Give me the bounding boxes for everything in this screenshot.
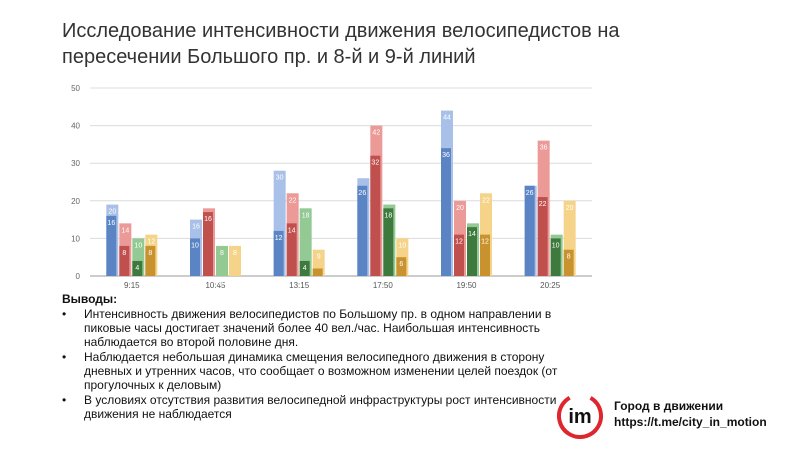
bar-back-label: 12 <box>147 239 155 246</box>
x-tick-label: 10:45 <box>205 281 226 290</box>
bar-front <box>480 234 490 276</box>
bar-front-label: 12 <box>275 235 283 242</box>
bar-front-label: 8 <box>567 254 571 261</box>
bar-front <box>132 260 143 276</box>
bar-front-label: 18 <box>384 212 392 219</box>
bar-front-label: 12 <box>455 239 463 246</box>
bar-back-label: 36 <box>540 145 548 152</box>
bar-front <box>396 257 407 276</box>
x-tick-label: 13:15 <box>289 281 310 290</box>
logo-text: im <box>568 406 591 428</box>
bar-front <box>537 197 548 276</box>
brand-link[interactable]: https://t.me/city_in_motion <box>614 415 767 429</box>
bar-front-label: 8 <box>122 250 126 257</box>
bar-front-label: 26 <box>358 190 366 197</box>
title-line-2: пересечении Большого пр. и 8-й и 9-й лин… <box>62 46 476 68</box>
bar-front-label: 0 <box>232 280 236 287</box>
y-tick-label: 30 <box>71 159 80 168</box>
bar-front <box>467 227 477 276</box>
conclusion-item-2: Наблюдается небольшая динамика смещения … <box>62 350 562 392</box>
x-tick-label: 19:50 <box>456 281 477 290</box>
bar-front <box>190 238 200 276</box>
bar-front <box>203 212 213 276</box>
conclusions-block: Выводы: Интенсивность движения велосипед… <box>62 292 562 422</box>
bar-front <box>273 230 284 276</box>
bar-back-label: 20 <box>108 209 116 216</box>
title-line-1: Исследование интенсивности движения вело… <box>62 20 620 42</box>
bar-front-label: 22 <box>539 201 547 208</box>
bar-back-label: 18 <box>302 212 310 219</box>
bar-front <box>299 260 310 276</box>
conclusions-heading: Выводы: <box>62 292 118 306</box>
brand-caption: Город в движении https://t.me/city_in_mo… <box>614 398 767 430</box>
bar-front-label: 36 <box>442 152 450 159</box>
bar-back-label: 20 <box>566 205 574 212</box>
bar-back-label: 42 <box>372 130 380 137</box>
bar-front-label: 8 <box>148 250 152 257</box>
bar-back <box>216 245 228 276</box>
bar-front <box>550 238 561 276</box>
y-tick-label: 50 <box>71 84 80 93</box>
brand-name: Город в движении <box>614 399 724 413</box>
y-tick-label: 40 <box>71 122 80 131</box>
bar-back <box>299 208 312 276</box>
page-title: Исследование интенсивности движения вело… <box>62 18 702 70</box>
bar-front <box>370 155 381 276</box>
bar-front-label: 6 <box>399 261 403 268</box>
bar-back <box>229 245 241 276</box>
bar-back-label: 20 <box>456 205 464 212</box>
conclusions-list: Интенсивность движения велосипедистов по… <box>62 307 562 421</box>
bar-front <box>145 245 156 276</box>
x-tick-label: 17:50 <box>373 281 394 290</box>
bar-front <box>286 223 297 276</box>
bar-chart: 010203040509:15201614810412810:451610168… <box>71 84 592 290</box>
bar-front-label: 12 <box>481 239 489 246</box>
bar-front <box>454 234 464 276</box>
bar-front <box>119 245 130 276</box>
bar-front <box>106 215 117 276</box>
bar-front <box>383 208 394 276</box>
bar-front-label: 14 <box>288 227 296 234</box>
bar-front-label: 0 <box>219 280 223 287</box>
bar-front <box>563 249 574 276</box>
bar-front-label: 26 <box>526 190 534 197</box>
conclusion-item-1: Интенсивность движения велосипедистов по… <box>62 307 562 349</box>
bar-back-label: 10 <box>398 242 406 249</box>
x-tick-label: 9:15 <box>124 281 140 290</box>
conclusion-item-3: В условиях отсутствия развития велосипед… <box>62 393 562 421</box>
bar-front-label: 32 <box>371 160 379 167</box>
bar-back-label: 22 <box>482 197 490 204</box>
bar-back-label: 9 <box>317 254 321 261</box>
bar-front-label: 16 <box>107 220 115 227</box>
bar-back-label: 8 <box>233 250 237 257</box>
bar-back-label: 22 <box>289 197 297 204</box>
y-tick-label: 0 <box>76 272 81 281</box>
bar-front-label: 10 <box>552 242 560 249</box>
y-tick-label: 10 <box>71 234 80 243</box>
city-in-motion-logo: im <box>557 393 603 439</box>
bar-back-label: 14 <box>121 227 129 234</box>
bar-front-label: 16 <box>204 216 212 223</box>
bar-front <box>524 185 535 276</box>
bar-back-label: 30 <box>276 175 284 182</box>
bar-front-label: 4 <box>135 265 139 272</box>
bar-front-label: 14 <box>468 231 476 238</box>
x-tick-label: 20:25 <box>540 281 561 290</box>
bar-front <box>357 185 368 276</box>
bar-front-label: 4 <box>303 265 307 272</box>
bar-back-label: 16 <box>192 224 200 231</box>
bar-back-label: 44 <box>443 115 451 122</box>
bar-front <box>312 268 323 276</box>
bar-front-label: 10 <box>191 242 199 249</box>
y-tick-label: 20 <box>71 197 80 206</box>
bar-back-label: 8 <box>220 250 224 257</box>
bar-front <box>441 148 451 276</box>
bar-back-label: 10 <box>134 242 142 249</box>
